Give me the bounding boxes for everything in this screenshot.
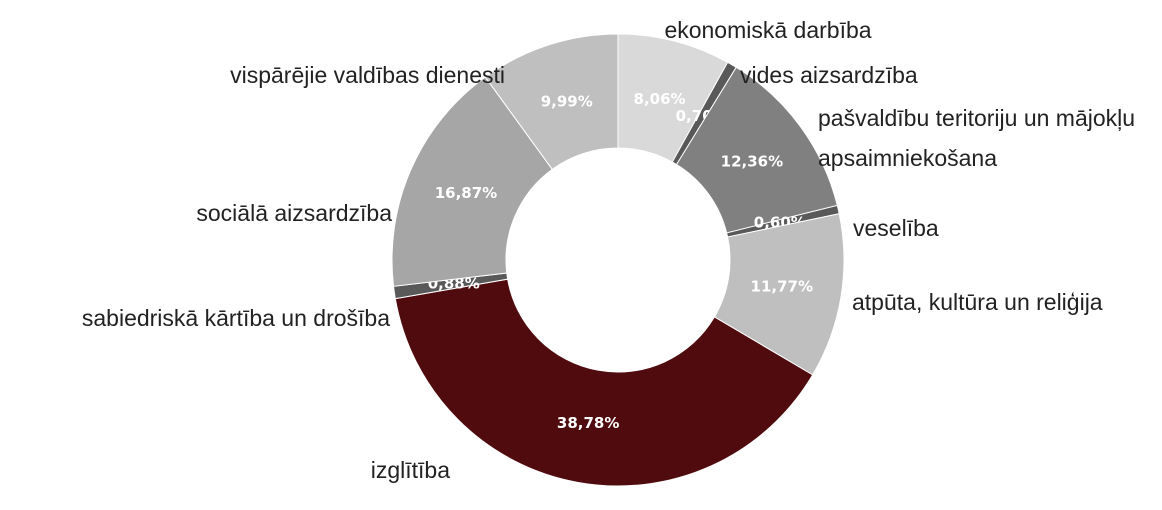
category-label: sabiedriskā kārtība un drošība <box>81 305 390 331</box>
value-label: 38,78% <box>557 414 619 432</box>
category-label: pašvaldību teritoriju un mājokļu apsaimn… <box>818 105 1136 171</box>
value-label: 16,87% <box>435 184 497 202</box>
slice <box>394 278 814 487</box>
value-label: 8,06% <box>634 90 686 108</box>
slice <box>675 66 838 234</box>
category-label: izglītība <box>370 457 450 483</box>
category-label: ekonomiskā darbība <box>664 17 872 43</box>
category-label: sociālā aizsardzība <box>196 200 392 226</box>
slice <box>484 33 619 171</box>
value-label: 11,77% <box>751 278 813 296</box>
value-label: 12,36% <box>721 152 783 170</box>
category-label: vides aizsardzība <box>740 62 918 88</box>
category-label: vispārējie valdības dienesti <box>230 62 505 88</box>
value-label: 9,99% <box>541 93 593 111</box>
category-label: veselība <box>853 215 939 241</box>
category-label: atpūta, kultūra un reliģija <box>852 289 1103 315</box>
slice <box>391 76 553 287</box>
